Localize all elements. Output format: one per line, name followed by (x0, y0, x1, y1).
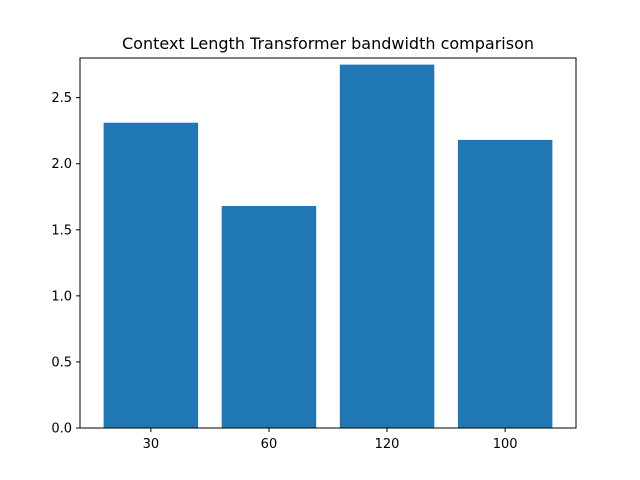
bar-30 (103, 122, 199, 428)
bar-100 (457, 139, 553, 428)
chart-title: Context Length Transformer bandwidth com… (122, 34, 534, 53)
x-tick-label-30: 30 (143, 437, 160, 452)
y-axis: 0.0 0.5 1.0 1.5 2.0 2.5 (51, 91, 80, 437)
plot-frame (79, 57, 577, 429)
x-tick-label-60: 60 (261, 437, 278, 452)
y-tick-label-0: 0.0 (51, 422, 72, 437)
x-axis: 30 60 120 100 (143, 428, 518, 452)
x-tick-label-120: 120 (375, 437, 400, 452)
y-tick-label-4: 2.0 (51, 157, 72, 172)
y-tick-label-2: 1.0 (51, 289, 72, 304)
bar-60 (221, 206, 317, 428)
bar-120 (339, 64, 435, 428)
bars-group (103, 64, 553, 428)
y-tick-label-3: 1.5 (51, 223, 72, 238)
y-tick-label-1: 0.5 (51, 355, 72, 370)
x-tick-label-100: 100 (493, 437, 518, 452)
y-tick-label-5: 2.5 (51, 91, 72, 106)
